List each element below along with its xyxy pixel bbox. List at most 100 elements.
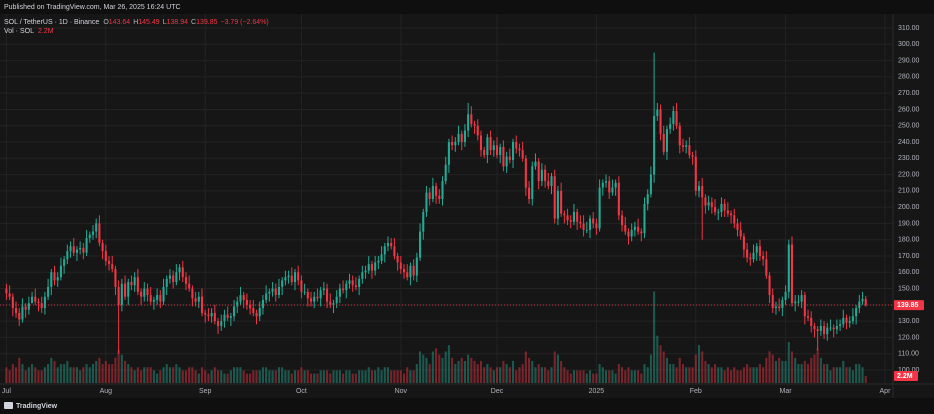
y-tick-label: 310.00 bbox=[898, 25, 920, 32]
volume-bar bbox=[685, 367, 688, 383]
candle-body bbox=[130, 282, 133, 286]
volume-bar bbox=[518, 367, 521, 383]
candle-body bbox=[790, 244, 794, 304]
volume-bar bbox=[839, 367, 842, 383]
volume-bar bbox=[249, 373, 252, 383]
candle-body bbox=[524, 158, 527, 188]
candle-body bbox=[720, 203, 723, 213]
volume-bar bbox=[550, 367, 553, 383]
candle-body bbox=[393, 246, 396, 256]
candle-body bbox=[261, 299, 264, 309]
candle-body bbox=[210, 312, 213, 317]
candle-body bbox=[127, 282, 130, 297]
candle-body bbox=[604, 181, 608, 183]
candle-body bbox=[313, 296, 316, 302]
candle-body bbox=[730, 213, 733, 216]
candle-body bbox=[758, 246, 761, 256]
volume-bar bbox=[367, 367, 370, 383]
candle-body bbox=[569, 220, 572, 222]
volume-bar bbox=[499, 367, 502, 383]
candle-body bbox=[768, 275, 771, 296]
volume-bar bbox=[678, 357, 681, 383]
x-tick-label: Mar bbox=[780, 388, 793, 395]
candle-body bbox=[826, 327, 829, 335]
branding: TradingView bbox=[4, 402, 58, 410]
volume-bar bbox=[790, 351, 794, 383]
candle-body bbox=[566, 215, 569, 221]
volume-bar bbox=[300, 367, 303, 383]
candle-body bbox=[803, 295, 806, 317]
x-tick-label: Jul bbox=[2, 388, 11, 395]
candle-body bbox=[402, 269, 406, 273]
candle-body bbox=[72, 246, 75, 253]
candle-body bbox=[848, 321, 851, 323]
candle-body bbox=[746, 249, 749, 258]
volume-bar bbox=[255, 370, 258, 383]
volume-bar bbox=[726, 367, 729, 383]
candle-body bbox=[50, 272, 53, 287]
y-tick-label: 200.00 bbox=[898, 204, 920, 211]
candle-body bbox=[829, 327, 832, 329]
ohlc-letter: H bbox=[133, 19, 138, 26]
candle-body bbox=[361, 272, 364, 279]
volume-bar bbox=[98, 357, 101, 383]
volume-bar bbox=[669, 364, 672, 383]
volume-bar bbox=[207, 373, 210, 383]
candle-body bbox=[816, 329, 819, 331]
candle-body bbox=[595, 223, 598, 229]
candle-body bbox=[425, 192, 428, 213]
candle-body bbox=[34, 296, 37, 302]
volume-bar bbox=[82, 367, 85, 383]
candle-body bbox=[101, 242, 104, 252]
candle-body bbox=[213, 312, 216, 322]
published-note: Published on TradingView.com, Mar 26, 20… bbox=[4, 4, 181, 11]
volume-bar bbox=[18, 357, 21, 383]
volume-bar bbox=[611, 370, 614, 383]
candle-body bbox=[813, 326, 816, 330]
volume-bar bbox=[5, 367, 8, 383]
candle-body bbox=[412, 265, 415, 276]
candle-body bbox=[460, 133, 463, 143]
volume-bars bbox=[5, 291, 867, 383]
volume-bar bbox=[582, 370, 585, 383]
last-price-label: 139.85 bbox=[897, 302, 919, 309]
ohlc-value: 143.64 bbox=[109, 19, 131, 26]
candle-body bbox=[537, 161, 540, 182]
candle-body bbox=[762, 255, 765, 260]
candle-body bbox=[258, 308, 261, 317]
volume-bar bbox=[540, 367, 543, 383]
volume-bar bbox=[768, 351, 771, 383]
volume-bar bbox=[627, 367, 630, 383]
volume-bar bbox=[31, 364, 34, 383]
candle-body bbox=[451, 142, 454, 146]
candle-body bbox=[483, 150, 486, 156]
candle-body bbox=[5, 288, 8, 294]
candle-body bbox=[476, 125, 479, 136]
volume-bar bbox=[823, 364, 826, 383]
volume-bar bbox=[8, 370, 11, 383]
volume-bar bbox=[746, 364, 749, 383]
candle-body bbox=[59, 265, 62, 278]
volume-bar bbox=[104, 360, 107, 383]
y-tick-label: 270.00 bbox=[898, 90, 920, 97]
volume-bar bbox=[787, 341, 790, 383]
candle-body bbox=[742, 236, 745, 250]
candle-body bbox=[508, 156, 511, 160]
candle-body bbox=[463, 130, 466, 143]
volume-bar bbox=[181, 370, 184, 383]
candle-body bbox=[585, 229, 588, 231]
candle-body bbox=[184, 277, 188, 284]
volume-bar bbox=[547, 370, 550, 383]
volume-bar bbox=[473, 360, 476, 383]
volume-bar bbox=[431, 351, 434, 383]
y-tick-label: 250.00 bbox=[898, 123, 920, 130]
candle-body bbox=[505, 156, 508, 167]
volume-bar bbox=[313, 373, 316, 383]
volume-bar bbox=[146, 367, 149, 383]
volume-bar bbox=[223, 373, 226, 383]
volume-bar bbox=[813, 354, 816, 383]
volume-bar bbox=[576, 370, 579, 383]
volume-bar bbox=[140, 370, 143, 383]
candle-body bbox=[236, 301, 239, 307]
volume-bar bbox=[864, 376, 867, 383]
